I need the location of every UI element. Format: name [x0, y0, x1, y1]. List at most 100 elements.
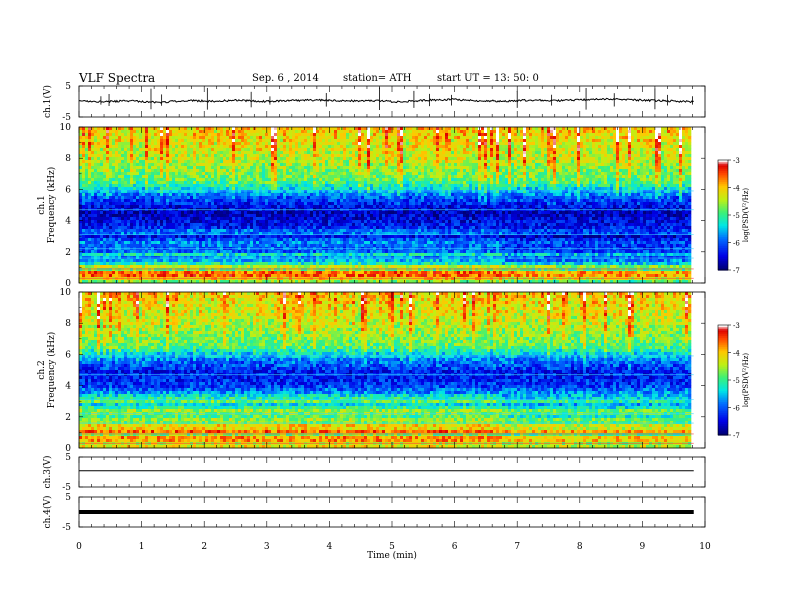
spectrogram-cell	[241, 274, 245, 278]
spectrogram-cell	[268, 271, 272, 275]
spectrogram-cell	[232, 220, 236, 224]
spectrogram-cell	[169, 127, 173, 131]
spectrogram-cell	[256, 127, 260, 131]
spectrogram-cell	[229, 235, 233, 239]
spectrogram-cell	[241, 181, 245, 185]
spectrogram-cell	[232, 235, 236, 239]
spectrogram-cell	[349, 265, 353, 269]
spectrogram-cell	[328, 223, 332, 227]
spectrogram-cell	[97, 139, 101, 143]
spectrogram-cell	[331, 238, 335, 242]
spectrogram-cell	[187, 166, 191, 170]
spectrogram-cell	[136, 244, 140, 248]
spectrogram-cell	[85, 211, 89, 215]
spectrogram-cell	[355, 160, 359, 164]
spectrogram-cell	[79, 262, 83, 266]
spectrogram-cell	[121, 157, 125, 161]
spectrogram-cell	[142, 223, 146, 227]
spectrogram-cell	[100, 265, 104, 269]
spectrogram-cell	[355, 136, 359, 140]
spectrogram-cell	[304, 157, 308, 161]
spectrogram-cell	[79, 226, 83, 230]
spectrogram-cell	[352, 271, 356, 275]
spectrogram-cell	[82, 217, 86, 221]
spectrogram-cell	[163, 244, 167, 248]
spectrogram-cell	[328, 232, 332, 236]
spectrogram-cell	[187, 178, 191, 182]
spectrogram-cell	[145, 238, 149, 242]
spectrogram-cell	[91, 133, 95, 137]
spectrogram-cell	[208, 202, 212, 206]
spectrogram-cell	[319, 271, 323, 275]
spectrogram-cell	[118, 232, 122, 236]
spectrogram-cell	[172, 175, 176, 179]
spectrogram-cell	[211, 250, 215, 254]
spectrogram-cell	[325, 142, 329, 146]
spectrogram-cell	[79, 184, 83, 188]
spectrogram-cell	[259, 268, 263, 272]
spectrogram-cell	[181, 214, 185, 218]
spectrogram-cell	[82, 172, 86, 176]
spectrogram-cell	[337, 280, 341, 284]
spectrogram-cell	[163, 142, 167, 146]
spectrogram-cell	[187, 163, 191, 167]
spectrogram-cell	[103, 127, 107, 131]
spectrogram-cell	[283, 148, 287, 152]
spectrogram-cell	[142, 163, 146, 167]
spectrogram-cell	[277, 223, 281, 227]
spectrogram-cell	[340, 223, 344, 227]
spectrogram-cell	[97, 211, 101, 215]
spectrogram-cell	[85, 133, 89, 137]
spectrogram-cell	[241, 244, 245, 248]
spectrogram-cell	[355, 178, 359, 182]
spectrogram-cell	[163, 154, 167, 158]
spectrogram-cell	[193, 139, 197, 143]
spectrogram-cell	[280, 253, 284, 257]
spectrogram-cell	[340, 148, 344, 152]
spectrogram-cell	[244, 163, 248, 167]
spectrogram-cell	[280, 268, 284, 272]
spectrogram-cell	[277, 151, 281, 155]
spectrogram-cell	[295, 235, 299, 239]
spectrogram-cell	[286, 265, 290, 269]
spectrogram-cell	[199, 202, 203, 206]
spectrogram-cell	[355, 148, 359, 152]
spectrogram-cell	[319, 262, 323, 266]
spectrogram-cell	[145, 130, 149, 134]
spectrogram-cell	[349, 235, 353, 239]
spectrogram-cell	[253, 151, 257, 155]
spectrogram-cell	[295, 139, 299, 143]
spectrogram-cell	[247, 226, 251, 230]
spectrogram-cell	[319, 133, 323, 137]
spectrogram-cell	[166, 175, 170, 179]
spectrogram-cell	[271, 235, 275, 239]
spectrogram-cell	[307, 220, 311, 224]
spectrogram-cell	[181, 127, 185, 131]
spectrogram-cell	[292, 214, 296, 218]
spectrogram-cell	[130, 241, 134, 245]
spectrogram-cell	[124, 154, 128, 158]
spectrogram-cell	[127, 235, 131, 239]
spectrogram-cell	[157, 130, 161, 134]
spectrogram-cell	[283, 223, 287, 227]
spectrogram-cell	[193, 127, 197, 131]
spectrogram-cell	[85, 136, 89, 140]
spectrogram-cell	[109, 154, 113, 158]
spectrogram-cell	[121, 127, 125, 131]
spectrogram-cell	[91, 163, 95, 167]
spectrogram-cell	[265, 169, 269, 173]
spectrogram-cell	[184, 181, 188, 185]
spectrogram-cell	[112, 235, 116, 239]
spectrogram-cell	[220, 274, 224, 278]
spectrogram-cell	[235, 178, 239, 182]
spectrogram-cell	[295, 157, 299, 161]
spectrogram-cell	[214, 223, 218, 227]
spectrogram-cell	[313, 178, 317, 182]
spectrogram-cell	[136, 262, 140, 266]
spectrogram-cell	[226, 271, 230, 275]
spectrogram-cell	[250, 181, 254, 185]
spectrogram-cell	[358, 193, 362, 197]
spectrogram-cell	[217, 154, 221, 158]
spectrogram-cell	[226, 184, 230, 188]
spectrogram-cell	[82, 148, 86, 152]
